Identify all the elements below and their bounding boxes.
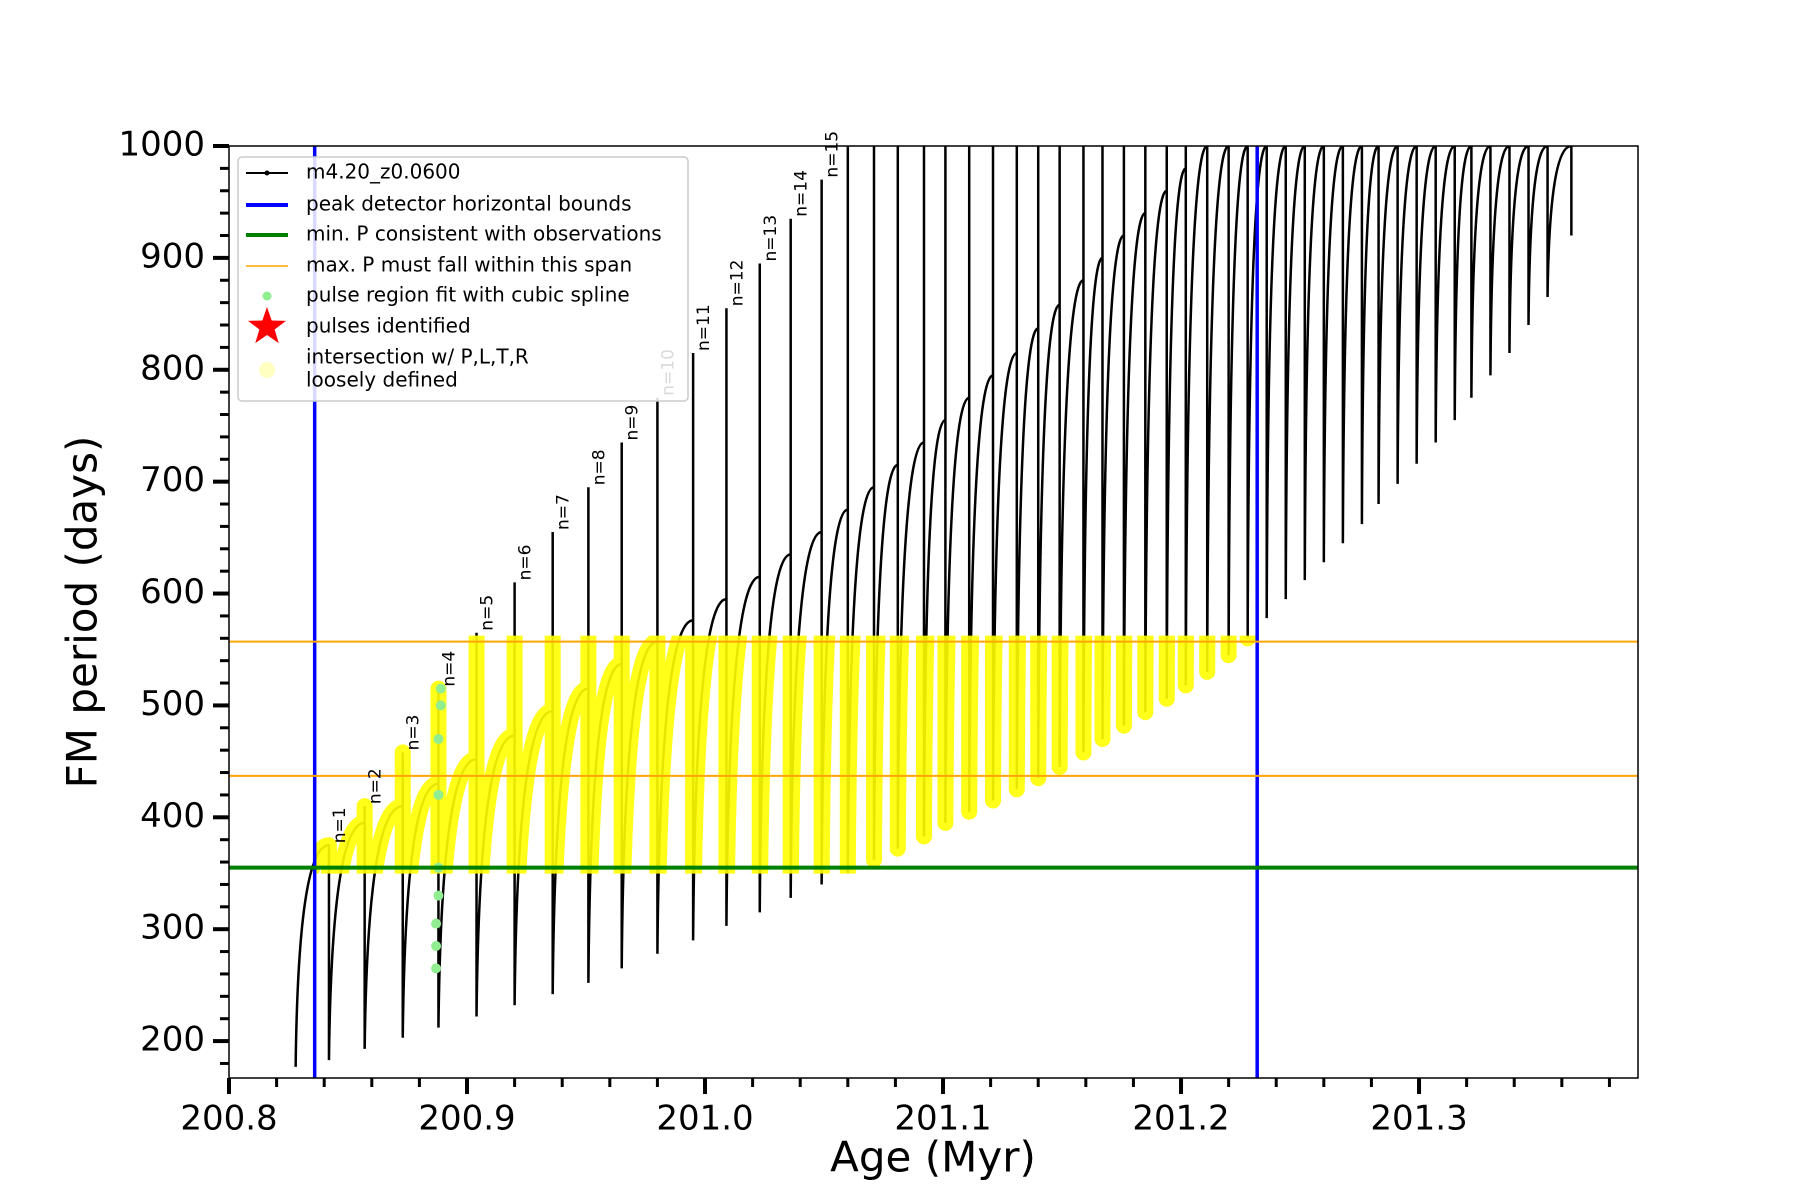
plot-area [229, 146, 1638, 1078]
pulse-label: n=5 [478, 595, 498, 631]
x-tick-label: 201.3 [1370, 1099, 1467, 1139]
pulse-label: n=8 [589, 449, 609, 485]
legend-label: pulse region fit with cubic spline [306, 283, 630, 307]
y-tick-label: 1000 [118, 125, 205, 165]
x-tick-label: 200.8 [180, 1099, 277, 1139]
legend-box [237, 156, 689, 402]
legend-symbol [264, 170, 270, 176]
spline-point [435, 683, 446, 694]
pulse-label: n=15 [823, 131, 843, 178]
pulse-label: n=14 [792, 170, 812, 217]
pulse-label: n=11 [694, 304, 714, 351]
y-tick-label: 600 [140, 572, 205, 612]
y-tick-label: 300 [140, 908, 205, 948]
pulse-label: n=13 [761, 215, 781, 262]
spline-point [435, 700, 446, 711]
pulse-label: n=12 [727, 260, 747, 307]
spline-point [431, 918, 442, 929]
plot-frame [228, 145, 1639, 1079]
pulse-label: n=2 [366, 768, 386, 804]
legend-label: peak detector horizontal bounds [306, 192, 632, 216]
legend-label: loosely defined [306, 368, 458, 392]
legend-symbol [247, 307, 287, 344]
x-tick-label: 201.2 [1132, 1099, 1229, 1139]
spline-point [433, 733, 444, 744]
y-tick-label: 900 [140, 236, 205, 276]
y-tick-label: 700 [140, 460, 205, 500]
spline-point [431, 963, 442, 974]
x-tick-label: 200.9 [418, 1099, 515, 1139]
pulse-label: n=1 [330, 807, 350, 843]
pulse-label: n=3 [404, 715, 424, 751]
legend-label: min. P consistent with observations [306, 222, 662, 246]
x-tick-label: 201.1 [894, 1099, 991, 1139]
intersection-band [314, 635, 1256, 874]
y-tick-label: 500 [140, 684, 205, 724]
legend-label: intersection w/ P,L,T,R [306, 345, 529, 369]
x-axis-label: Age (Myr) [830, 1133, 1036, 1182]
y-axis-label: FM period (days) [58, 436, 107, 789]
legend-symbol [262, 291, 272, 301]
x-tick-label: 201.0 [656, 1099, 753, 1139]
legend-label: pulses identified [306, 314, 471, 338]
pulse-label: n=4 [439, 651, 459, 687]
legend-label: max. P must fall within this span [306, 253, 632, 277]
y-tick-label: 200 [140, 1020, 205, 1060]
y-tick-label: 400 [140, 796, 205, 836]
pulse-label: n=9 [623, 405, 643, 441]
legend-symbol [259, 362, 275, 378]
legend-label: m4.20_z0.0600 [306, 160, 461, 184]
spline-point [433, 789, 444, 800]
y-tick-label: 800 [140, 348, 205, 388]
spline-point [433, 890, 444, 901]
pulse-label: n=6 [516, 545, 536, 581]
spline-point [431, 940, 442, 951]
pulse-label: n=7 [554, 494, 574, 530]
